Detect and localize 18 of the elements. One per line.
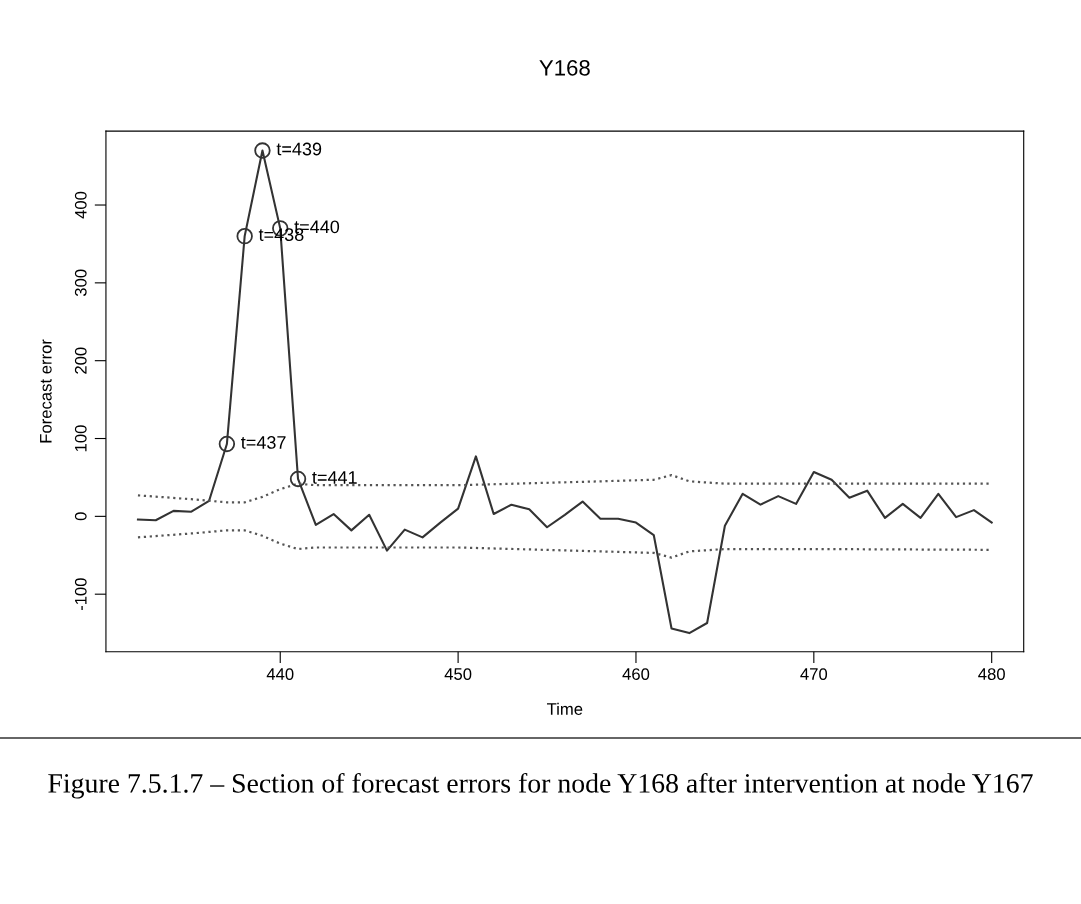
y-tick-label: 400 (74, 191, 87, 219)
annotation: t=439 (276, 142, 322, 156)
y-tick-label: -100 (74, 578, 87, 611)
x-tick-label: 460 (622, 668, 650, 680)
caption: Figure 7.5.1.7 – Section of forecast errors for node Y168 after intervention at node Y167 (48, 772, 1033, 799)
x-tick-label: 450 (444, 668, 472, 680)
y-tick-label: 200 (74, 347, 87, 374)
x-tick-label: 480 (978, 668, 1005, 680)
y-tick-label: 300 (74, 269, 87, 297)
annotation: t=437 (241, 436, 286, 449)
y-tick-label: 0 (74, 512, 87, 521)
x-axis-title: Time (546, 702, 583, 715)
chart-title: Y168 (539, 60, 590, 76)
x-tick-label: 440 (266, 668, 294, 680)
y-tick-label: 100 (74, 425, 87, 452)
y-axis-title: Forecast error (40, 339, 52, 443)
annotation: t=441 (312, 471, 357, 484)
x-tick-label: 470 (800, 668, 828, 680)
